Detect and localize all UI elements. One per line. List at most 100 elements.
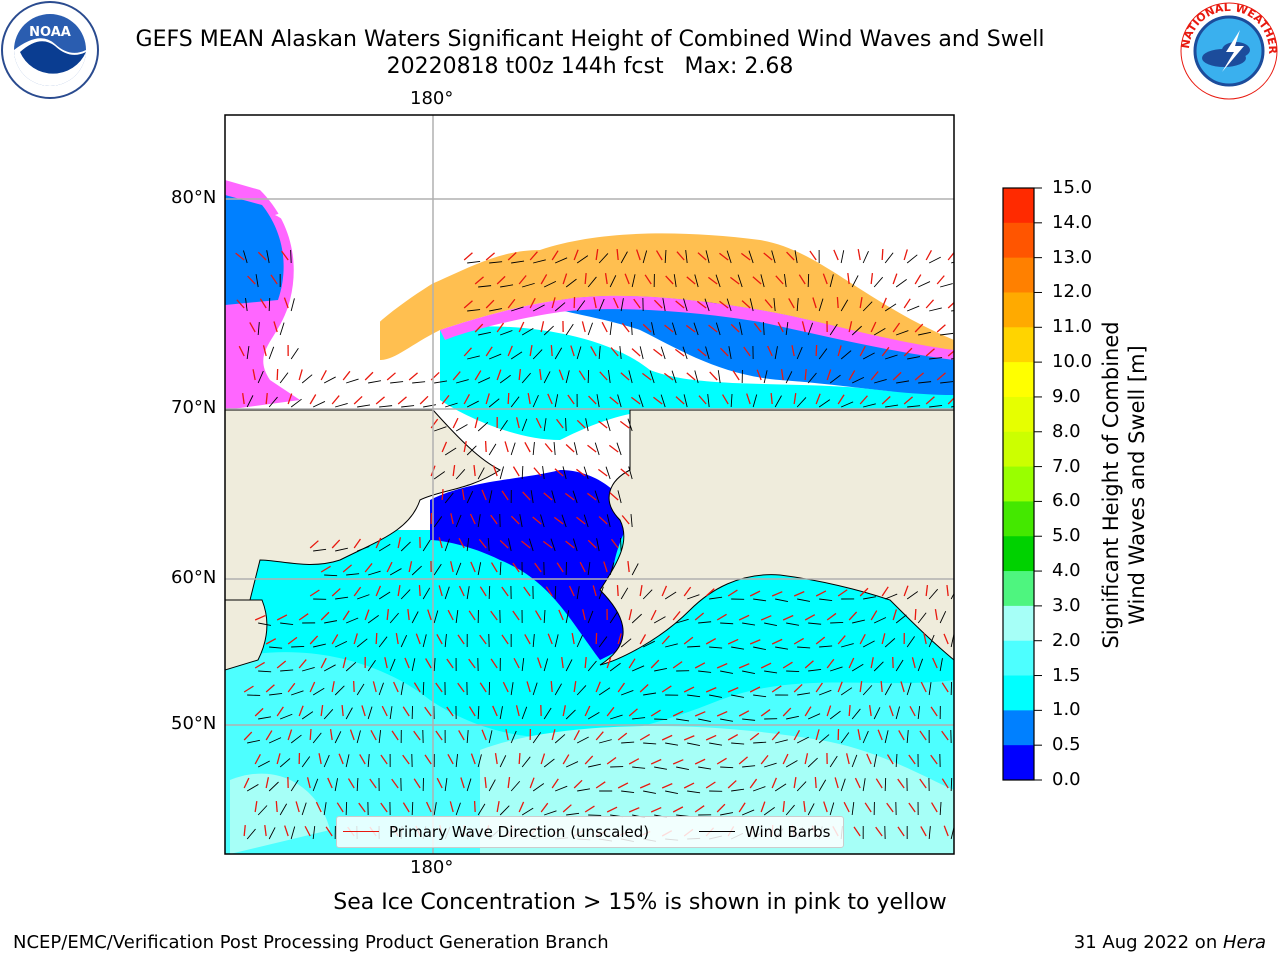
wave-direction-arrow: [749, 686, 761, 693]
wind-barb: [356, 730, 361, 744]
wave-direction-arrow: [633, 298, 641, 309]
wind-barb: [596, 538, 600, 552]
wave-direction-arrow: [760, 662, 772, 669]
wind-barb: [906, 636, 915, 648]
wind-barb: [554, 785, 568, 792]
colorbar-tick-label: 6.0: [1052, 490, 1081, 512]
wind-barb: [662, 298, 666, 312]
wind-barb: [455, 469, 466, 480]
wind-barb: [720, 812, 734, 816]
wind-barb: [247, 739, 260, 744]
wind-barb: [246, 346, 250, 360]
wind-barb: [598, 586, 604, 600]
wind-barb: [411, 565, 422, 576]
wind-barb: [444, 634, 447, 648]
wave-direction-arrow: [529, 777, 535, 789]
wave-direction-arrow: [446, 706, 454, 717]
wave-direction-arrow: [672, 661, 683, 669]
wind-barb: [774, 395, 782, 408]
wave-direction-arrow: [463, 300, 473, 309]
wave-direction-arrow: [685, 324, 696, 333]
wind-barb: [664, 249, 667, 264]
wave-direction-arrow: [793, 591, 805, 597]
wind-barb: [367, 615, 379, 624]
wave-direction-arrow: [397, 585, 401, 597]
wind-barb: [530, 490, 534, 504]
wind-barb: [422, 634, 427, 648]
wind-barb: [687, 790, 701, 794]
wave-direction-arrow: [375, 537, 382, 549]
wave-and-wind-vectors: [235, 248, 954, 843]
wave-direction-arrow: [870, 272, 874, 285]
wind-barb: [390, 381, 404, 384]
wave-direction-arrow: [452, 371, 461, 381]
wave-direction-arrow: [364, 371, 374, 381]
wind-barb: [598, 253, 609, 264]
wave-direction-arrow: [576, 419, 586, 429]
wave-direction-arrow: [847, 273, 850, 285]
wind-barb: [917, 281, 931, 288]
wave-direction-arrow: [518, 321, 525, 333]
wave-direction-arrow: [749, 732, 760, 741]
wave-direction-arrow: [854, 777, 861, 789]
wind-barb: [739, 322, 743, 336]
wave-direction-arrow: [619, 420, 630, 429]
wind-barb: [477, 562, 482, 576]
wave-direction-arrow: [683, 586, 692, 597]
wave-direction-arrow: [507, 777, 511, 789]
wave-direction-arrow: [540, 802, 549, 813]
wave-direction-arrow: [925, 250, 933, 261]
wind-barb: [511, 260, 525, 264]
wave-direction-arrow: [888, 705, 894, 717]
wave-direction-arrow: [653, 299, 663, 309]
wind-barb: [632, 766, 646, 769]
wind-barb: [312, 401, 326, 408]
wave-direction-arrow: [694, 662, 706, 669]
wave-direction-arrow: [461, 489, 465, 501]
wind-barb: [651, 322, 655, 336]
wave-direction-arrow: [584, 805, 595, 813]
wind-barb: [731, 788, 745, 792]
wave-direction-arrow: [320, 657, 327, 669]
wave-direction-arrow: [610, 538, 619, 549]
wave-direction-arrow: [732, 370, 740, 381]
wind-barb: [704, 298, 710, 312]
wind-barb: [455, 754, 458, 768]
wind-barb: [258, 622, 272, 626]
wave-direction-arrow: [529, 251, 538, 261]
wave-direction-arrow: [859, 297, 863, 309]
wind-barb: [807, 273, 810, 288]
wave-direction-arrow: [254, 661, 265, 669]
wave-direction-arrow: [306, 777, 311, 789]
wind-barb: [301, 374, 313, 384]
wind-barb: [852, 619, 865, 624]
wind-barb: [862, 685, 873, 696]
wave-direction-arrow: [447, 609, 454, 621]
wave-direction-arrow: [501, 490, 509, 501]
wind-barb: [760, 274, 765, 288]
wave-direction-arrow: [265, 638, 277, 645]
wave-direction-arrow: [764, 299, 773, 309]
wave-direction-arrow: [587, 492, 597, 501]
wave-direction-arrow: [620, 468, 630, 477]
wind-barb: [709, 694, 723, 698]
wind-barb: [598, 636, 608, 648]
wind-barb: [357, 545, 370, 552]
map-legend: Primary Wave Direction (unscaled) Wind B…: [336, 816, 844, 848]
wind-barb: [775, 739, 788, 744]
colorbar-segment: [1003, 188, 1034, 224]
wave-direction-arrow: [804, 368, 807, 381]
wind-barb: [368, 570, 381, 576]
wave-direction-arrow: [697, 348, 707, 357]
wave-direction-arrow: [441, 394, 450, 405]
wind-barb: [851, 275, 859, 288]
wave-direction-arrow: [496, 322, 505, 333]
wind-barb: [671, 322, 677, 336]
wind-barb: [918, 381, 932, 384]
wind-barb: [818, 779, 827, 792]
wave-direction-arrow: [604, 273, 608, 285]
wave-direction-arrow: [932, 657, 938, 669]
wave-direction-arrow: [342, 370, 351, 381]
wave-direction-arrow: [391, 730, 399, 741]
wave-direction-arrow: [386, 608, 390, 621]
